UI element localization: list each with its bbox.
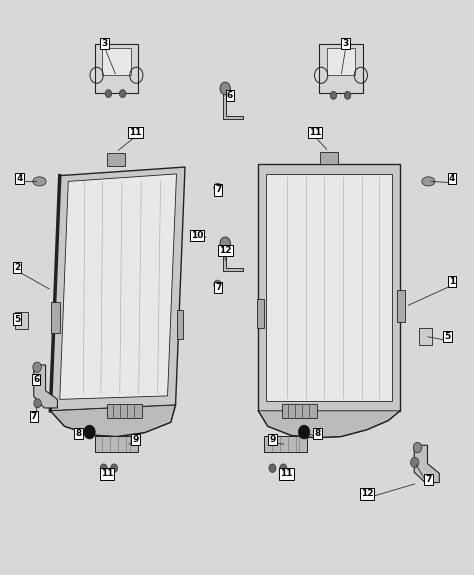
Text: 5: 5	[14, 315, 20, 324]
Text: 6: 6	[33, 375, 39, 384]
Polygon shape	[258, 411, 400, 438]
FancyBboxPatch shape	[102, 48, 131, 75]
Text: 7: 7	[215, 283, 221, 292]
Circle shape	[220, 82, 230, 95]
FancyBboxPatch shape	[419, 328, 432, 346]
Circle shape	[84, 425, 95, 439]
Circle shape	[34, 399, 41, 408]
FancyBboxPatch shape	[257, 299, 264, 328]
Circle shape	[100, 464, 107, 473]
Circle shape	[280, 464, 287, 473]
Circle shape	[33, 362, 41, 373]
FancyBboxPatch shape	[15, 312, 28, 329]
Circle shape	[105, 90, 112, 98]
Text: 3: 3	[101, 39, 108, 48]
Text: 8: 8	[75, 430, 82, 438]
Text: 11: 11	[129, 128, 142, 137]
Circle shape	[330, 91, 337, 99]
FancyBboxPatch shape	[319, 152, 337, 164]
FancyBboxPatch shape	[282, 404, 318, 418]
Text: 1: 1	[449, 277, 455, 286]
FancyBboxPatch shape	[107, 404, 143, 418]
Text: 7: 7	[425, 475, 432, 484]
FancyBboxPatch shape	[51, 302, 60, 333]
Polygon shape	[258, 164, 400, 411]
Text: 11: 11	[309, 128, 321, 137]
Polygon shape	[50, 167, 185, 411]
Circle shape	[344, 91, 351, 99]
Text: 9: 9	[132, 435, 138, 444]
Text: 5: 5	[444, 332, 450, 341]
FancyBboxPatch shape	[264, 436, 307, 452]
Text: 12: 12	[361, 489, 373, 499]
Text: 7: 7	[215, 186, 221, 194]
Circle shape	[299, 425, 310, 439]
Ellipse shape	[422, 177, 435, 186]
Text: 7: 7	[31, 412, 37, 421]
Text: 6: 6	[227, 91, 233, 100]
Circle shape	[214, 183, 221, 192]
Circle shape	[119, 90, 126, 98]
Ellipse shape	[33, 177, 46, 186]
FancyBboxPatch shape	[95, 44, 138, 93]
Text: 4: 4	[449, 174, 455, 183]
Circle shape	[413, 442, 422, 453]
Text: 11: 11	[101, 469, 113, 478]
FancyBboxPatch shape	[95, 436, 138, 452]
Text: 8: 8	[314, 430, 320, 438]
Circle shape	[269, 464, 276, 473]
Text: 12: 12	[219, 246, 231, 255]
Text: 2: 2	[14, 263, 20, 272]
FancyBboxPatch shape	[397, 290, 405, 322]
Polygon shape	[34, 365, 57, 408]
Text: 9: 9	[269, 435, 276, 444]
Text: 4: 4	[17, 174, 23, 183]
FancyBboxPatch shape	[327, 48, 355, 75]
Circle shape	[110, 464, 118, 473]
Text: 3: 3	[343, 39, 349, 48]
FancyBboxPatch shape	[107, 154, 125, 166]
Polygon shape	[266, 174, 392, 401]
Polygon shape	[50, 405, 175, 436]
Polygon shape	[414, 445, 439, 482]
Circle shape	[410, 457, 419, 467]
Text: 10: 10	[191, 231, 203, 240]
Circle shape	[214, 280, 221, 289]
FancyBboxPatch shape	[319, 44, 363, 93]
FancyBboxPatch shape	[177, 310, 182, 339]
Circle shape	[220, 237, 230, 250]
Polygon shape	[60, 174, 176, 400]
Text: 11: 11	[281, 469, 293, 478]
